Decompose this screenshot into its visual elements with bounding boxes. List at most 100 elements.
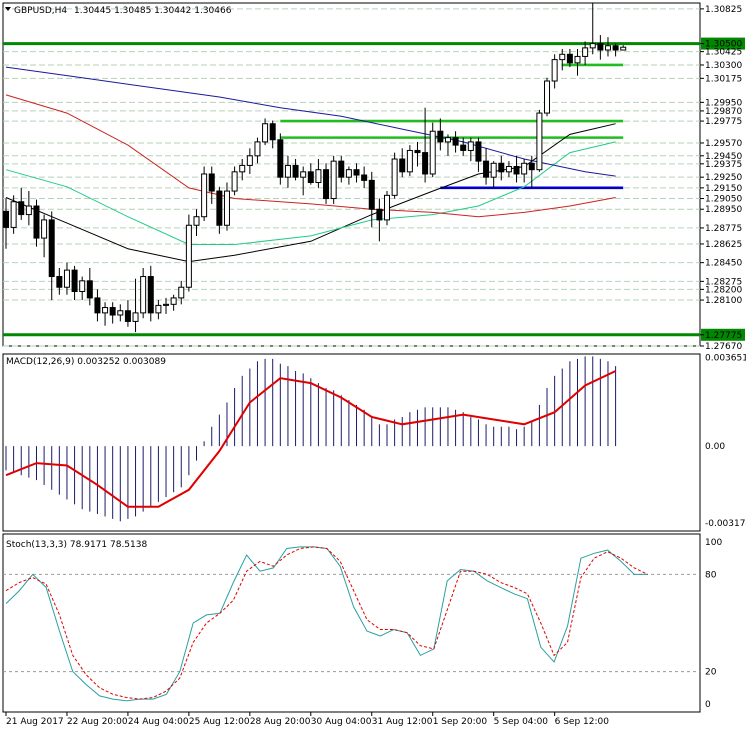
candle-body [368,179,375,210]
candle-body [170,297,177,305]
price-label: 1.29375 [705,160,742,170]
panel-frame [2,353,701,532]
price-label: 1.28100 [705,296,742,306]
candle-body [201,173,208,218]
candle-body [612,45,619,51]
candle-body [262,123,269,143]
candle-body [330,160,337,200]
candle-body [41,219,48,239]
candle-body [505,165,512,173]
candle-body [376,208,383,221]
candle-body [353,169,360,176]
candle-body [284,164,291,178]
candle-body [521,162,528,175]
price-label: 1.28275 [705,277,742,287]
candle-body [384,194,390,221]
time-label: 24 Aug 04:00 [128,717,189,727]
price-label: 1.29570 [705,139,742,149]
candle-body [10,201,17,228]
time-label: 22 Aug 20:00 [67,717,128,727]
macd-axis-label: 0.00 [705,442,725,452]
candles [3,3,627,333]
candle-body [3,210,9,228]
price-label: 1.29150 [705,184,742,194]
macd-title: MACD(12,26,9) 0.003252 0.003089 [6,357,166,367]
panel-frame [2,533,701,713]
candle-body [63,269,70,288]
candle-body [216,190,223,226]
candle-body [140,276,147,314]
candle-body [399,158,406,173]
time-label: 31 Aug 12:00 [372,717,433,727]
symbol-title: GBPUSD,H4 [14,6,67,16]
candle-body [422,152,429,175]
time-label: 6 Sep 12:00 [555,717,610,727]
price-label: 1.28625 [705,240,742,250]
candle-body [498,162,505,173]
candle-body [239,164,246,173]
dropdown-triangle-icon[interactable] [5,7,11,11]
candle-body [71,269,78,293]
candle-body [406,149,413,173]
macd-signal-line [5,370,617,508]
candle-body [109,307,116,316]
price-label: 1.29450 [705,152,742,162]
candle-body [429,130,436,175]
candle-body [361,174,368,181]
candle-body [79,280,86,293]
candle-body [338,160,345,178]
stoch-panel [5,546,648,702]
candle-body [147,276,154,314]
candle-body [475,141,482,162]
price-label: 1.27775 [705,331,742,341]
candle-body [292,164,299,178]
price-label: 1.30175 [705,74,742,84]
price-label: 1.29950 [705,98,742,108]
stoch-signal-line [5,546,648,700]
candle-body [574,55,581,64]
candle-body [589,43,596,49]
stoch-axis-label: 80 [705,570,717,580]
candle-body [452,137,459,146]
price-label: 1.30825 [705,5,742,15]
candle-body [223,190,230,226]
price-label: 1.29250 [705,173,742,183]
candle-body [483,160,490,178]
price-label: 1.30500 [705,40,742,50]
stoch-axis-label: 20 [705,668,717,678]
candle-body [246,155,253,166]
candle-body [94,297,101,314]
candle-body [323,169,330,200]
price-label-highlight [701,37,745,50]
candle-body [102,307,109,314]
candle-body [391,158,398,196]
time-label: 21 Aug 2017 [6,717,64,727]
candle-body [444,137,451,143]
candle-body [544,80,551,114]
candle-body [33,205,40,239]
price-label-highlight [701,328,745,341]
candle-body [345,169,352,178]
candle-body [460,144,467,151]
candle-body [490,162,497,178]
price-label: 1.30300 [705,61,742,71]
candle-body [124,310,131,322]
stoch-axis-label: 100 [705,538,722,548]
candle-body [163,303,170,306]
price-label: 1.29050 [705,195,742,205]
price-label: 1.28950 [705,205,742,215]
time-label: 28 Aug 20:00 [250,717,311,727]
candle-body [513,165,520,175]
candle-body [155,304,162,314]
time-label: 30 Aug 04:00 [311,717,372,727]
candle-body [193,216,200,226]
stoch-title: Stoch(13,3,3) 78.9171 78.5138 [6,540,147,550]
candle-body [269,123,276,141]
candle-body [315,169,322,184]
price-label: 1.29775 [705,117,742,127]
candle-body [620,46,627,51]
panel-frames [2,2,701,713]
macd-panel [5,356,617,522]
candle-body [208,173,215,192]
